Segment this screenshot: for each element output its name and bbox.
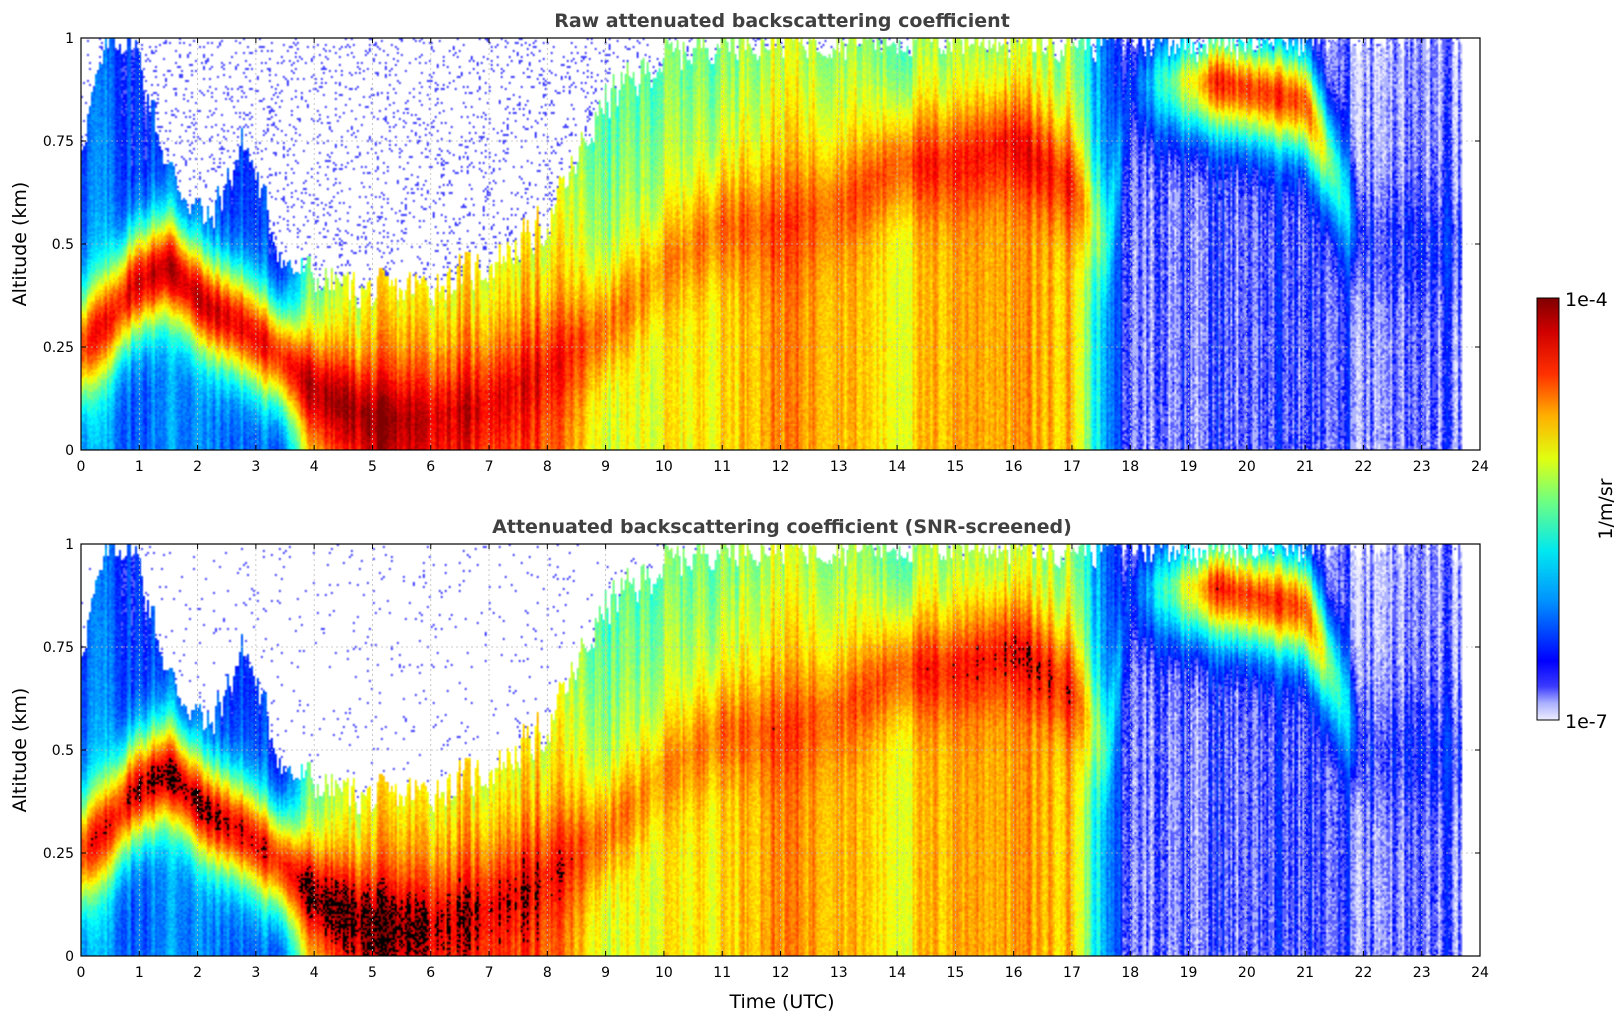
y-axis-label: Altitude (km) <box>9 182 31 307</box>
y-tick-label: 1 <box>65 537 74 553</box>
panel-raw: Raw attenuated backscattering coefficien… <box>9 10 1489 475</box>
x-tick-label: 5 <box>368 459 377 475</box>
y-tick-label: 0 <box>65 443 74 459</box>
x-axis-label: Time (UTC) <box>728 991 834 1013</box>
x-tick-label: 5 <box>368 965 377 981</box>
y-tick-label: 0.25 <box>43 340 74 356</box>
x-tick-label: 9 <box>601 965 610 981</box>
x-tick-label: 21 <box>1296 459 1314 475</box>
x-tick-label: 11 <box>713 965 731 981</box>
x-tick-label: 6 <box>426 965 435 981</box>
colorbar-unit-label: 1/m/sr <box>1595 478 1617 539</box>
x-tick-label: 7 <box>485 965 494 981</box>
x-tick-label: 1 <box>135 459 144 475</box>
gridlines <box>81 544 1480 956</box>
x-tick-label: 14 <box>888 459 906 475</box>
x-tick-label: 22 <box>1355 965 1373 981</box>
x-tick-label: 4 <box>310 459 319 475</box>
x-tick-label: 15 <box>946 459 964 475</box>
y-tick-label: 1 <box>65 31 74 47</box>
x-tick-label: 12 <box>772 965 790 981</box>
y-axis-label: Altitude (km) <box>9 688 31 813</box>
x-tick-label: 13 <box>830 459 848 475</box>
x-tick-label: 8 <box>543 459 552 475</box>
x-tick-label: 0 <box>77 459 86 475</box>
x-tick-label: 11 <box>713 459 731 475</box>
x-tick-label: 24 <box>1471 965 1489 981</box>
colorbar-min-label: 1e-7 <box>1565 711 1608 733</box>
x-tick-label: 19 <box>1180 965 1198 981</box>
x-tick-label: 9 <box>601 459 610 475</box>
y-tick-label: 0.5 <box>52 743 74 759</box>
x-tick-label: 10 <box>655 965 673 981</box>
x-tick-label: 8 <box>543 965 552 981</box>
x-tick-label: 23 <box>1413 459 1431 475</box>
x-tick-label: 23 <box>1413 965 1431 981</box>
colorbar-gradient <box>1536 297 1560 721</box>
x-tick-label: 2 <box>193 965 202 981</box>
y-tick-label: 0.75 <box>43 640 74 656</box>
x-tick-label: 7 <box>485 459 494 475</box>
x-tick-label: 17 <box>1063 965 1081 981</box>
panel-title: Raw attenuated backscattering coefficien… <box>554 10 1010 32</box>
y-tick-label: 0 <box>65 949 74 965</box>
x-tick-label: 15 <box>946 965 964 981</box>
x-tick-label: 3 <box>251 965 260 981</box>
x-tick-label: 6 <box>426 459 435 475</box>
x-tick-label: 10 <box>655 459 673 475</box>
y-tick-label: 0.75 <box>43 134 74 150</box>
x-tick-label: 21 <box>1296 965 1314 981</box>
x-tick-label: 4 <box>310 965 319 981</box>
x-tick-label: 19 <box>1180 459 1198 475</box>
x-tick-label: 17 <box>1063 459 1081 475</box>
axis-ticks: 0 1 2 3 4 5 6 7 8 9 10 11 12 13 14 15 16 17 18 19 20 21 22 23 24… <box>43 31 1489 475</box>
x-tick-label: 12 <box>772 459 790 475</box>
gridlines <box>81 38 1480 450</box>
x-tick-label: 18 <box>1121 965 1139 981</box>
x-tick-label: 22 <box>1355 459 1373 475</box>
x-tick-label: 0 <box>77 965 86 981</box>
x-tick-label: 16 <box>1005 459 1023 475</box>
axis-ticks: 0 1 2 3 4 5 6 7 8 9 10 11 12 13 14 15 16 17 18 19 20 21 22 23 24… <box>43 537 1489 981</box>
x-tick-label: 20 <box>1238 459 1256 475</box>
colorbar-max-label: 1e-4 <box>1565 289 1608 311</box>
x-tick-label: 24 <box>1471 459 1489 475</box>
x-tick-label: 1 <box>135 965 144 981</box>
colorbar: 1e-4 1e-7 1/m/sr <box>1536 289 1617 733</box>
x-tick-label: 2 <box>193 459 202 475</box>
x-tick-label: 14 <box>888 965 906 981</box>
y-tick-label: 0.5 <box>52 237 74 253</box>
y-tick-label: 0.25 <box>43 846 74 862</box>
x-tick-label: 13 <box>830 965 848 981</box>
x-tick-label: 16 <box>1005 965 1023 981</box>
panel-screened: Attenuated backscattering coefficient (S… <box>9 516 1489 1013</box>
x-tick-label: 18 <box>1121 459 1139 475</box>
x-tick-label: 3 <box>251 459 260 475</box>
panel-title: Attenuated backscattering coefficient (S… <box>492 516 1072 538</box>
x-tick-label: 20 <box>1238 965 1256 981</box>
